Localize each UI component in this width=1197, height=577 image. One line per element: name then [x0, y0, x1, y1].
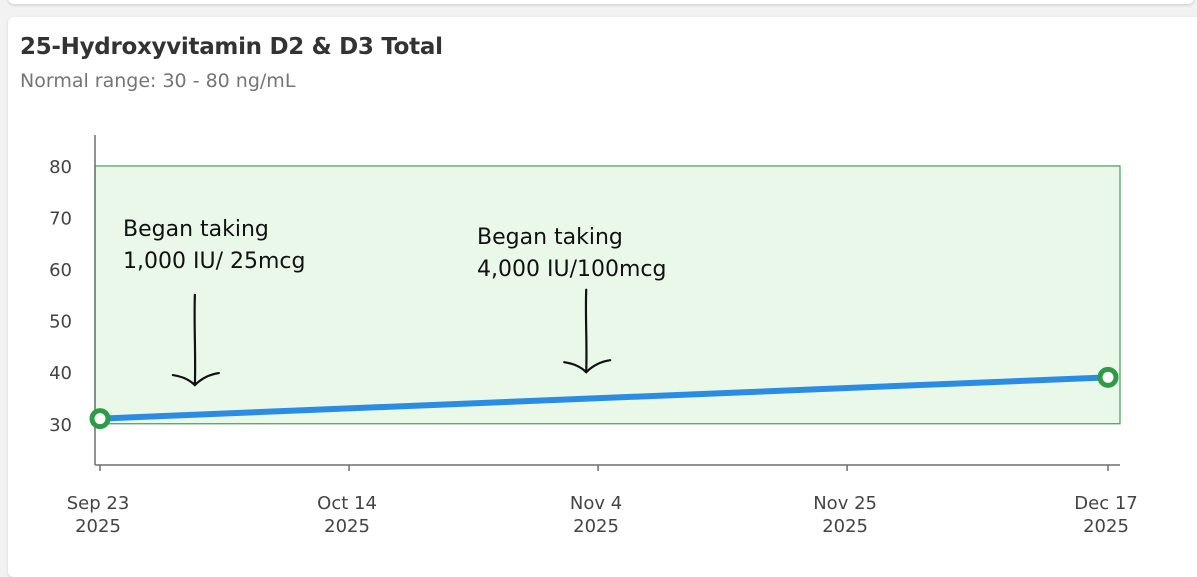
annotation-text: Began taking [477, 225, 623, 250]
x-tick-year-label: 2025 [324, 516, 370, 537]
data-point [89, 408, 111, 430]
annotation-arrow-shaft [584, 288, 588, 374]
y-tick-label: 40 [49, 363, 72, 384]
annotation-arrow-shaft [193, 293, 197, 387]
annotation-arrow-head [563, 359, 612, 374]
annotation-text: 1,000 IU/ 25mcg [123, 249, 305, 274]
y-tick-label: 60 [49, 260, 72, 281]
x-tick-label: Nov 25 [813, 493, 877, 514]
x-tick-year-label: 2025 [75, 516, 121, 537]
previous-card-edge [8, 0, 1194, 4]
normal-range-subtitle: Normal range: 30 - 80 ng/mL [20, 70, 296, 92]
x-tick-year-label: 2025 [822, 516, 868, 537]
card-title: 25-Hydroxyvitamin D2 & D3 Total [20, 34, 443, 60]
x-tick-label: Oct 14 [317, 493, 377, 514]
x-tick-label: Dec 17 [1074, 493, 1137, 514]
y-tick-label: 50 [49, 312, 72, 333]
y-tick-label: 30 [49, 415, 72, 436]
x-tick-label: Sep 23 [67, 493, 130, 514]
y-tick-label: 70 [49, 209, 72, 230]
annotation-text: 4,000 IU/100mcg [477, 257, 666, 282]
annotation-text: Began taking [123, 217, 269, 242]
y-tick-label: 80 [49, 157, 72, 178]
annotation-arrow-head [171, 371, 220, 387]
x-tick-label: Nov 4 [570, 493, 622, 514]
x-tick-year-label: 2025 [1083, 516, 1129, 537]
data-point [1097, 366, 1119, 388]
x-tick-year-label: 2025 [573, 516, 619, 537]
series-line [97, 374, 1111, 422]
